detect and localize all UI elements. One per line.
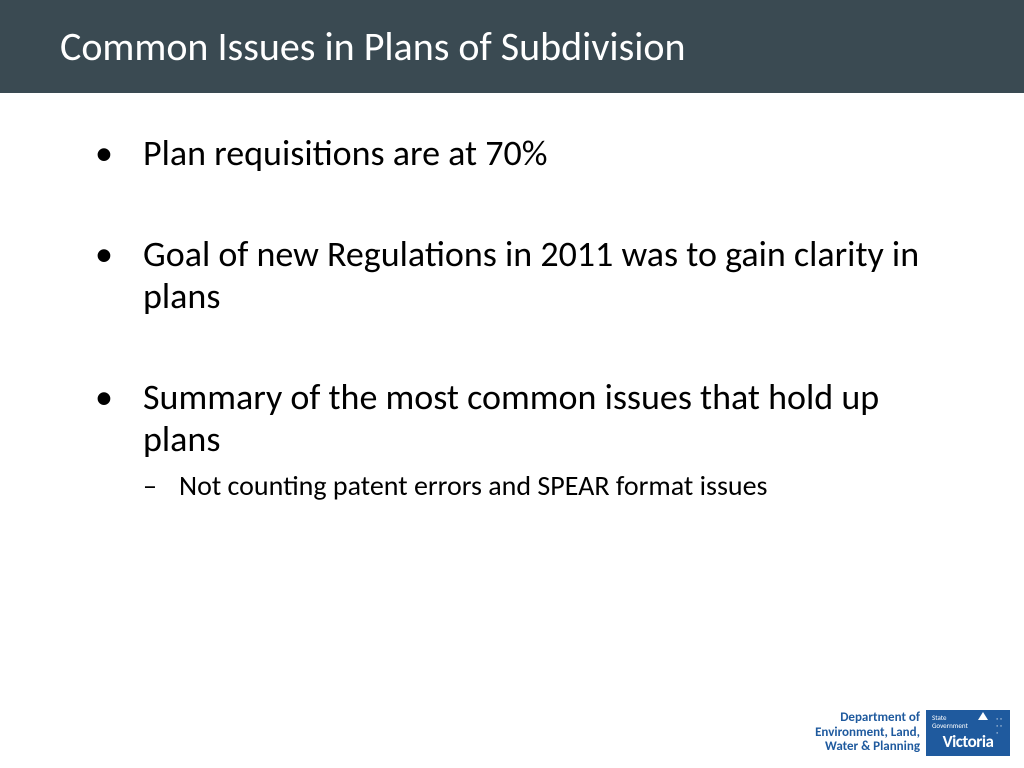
bullet-list: Plan requisitions are at 70% Goal of new… xyxy=(95,133,964,503)
title-bar: Common Issues in Plans of Subdivision xyxy=(0,0,1024,93)
bullet-text: Goal of new Regulations in 2011 was to g… xyxy=(143,232,919,317)
dept-line: Department of xyxy=(815,711,920,726)
badge-gov-label: Government xyxy=(932,721,968,730)
bullet-item: Summary of the most common issues that h… xyxy=(95,377,964,503)
sub-bullet-list: Not counting patent errors and SPEAR for… xyxy=(143,468,964,503)
dept-line: Water & Planning xyxy=(815,740,920,755)
bullet-text: Summary of the most common issues that h… xyxy=(143,375,879,460)
badge-triangle-icon xyxy=(978,712,988,720)
sub-bullet-text: Not counting patent errors and SPEAR for… xyxy=(179,468,768,503)
department-name: Department of Environment, Land, Water &… xyxy=(815,711,920,756)
sub-bullet-item: Not counting patent errors and SPEAR for… xyxy=(143,468,964,503)
victoria-badge-icon: State Government · ·· ·· Victoria xyxy=(926,710,1010,756)
bullet-item: Goal of new Regulations in 2011 was to g… xyxy=(95,234,964,317)
slide: Common Issues in Plans of Subdivision Pl… xyxy=(0,0,1024,768)
bullet-text: Plan requisitions are at 70% xyxy=(143,131,547,175)
dept-line: Environment, Land, xyxy=(815,726,920,741)
slide-title: Common Issues in Plans of Subdivision xyxy=(60,22,964,71)
bullet-item: Plan requisitions are at 70% xyxy=(95,133,964,174)
footer-logo: Department of Environment, Land, Water &… xyxy=(815,710,1010,756)
slide-content: Plan requisitions are at 70% Goal of new… xyxy=(0,93,1024,503)
badge-victoria-label: Victoria xyxy=(926,731,1010,752)
